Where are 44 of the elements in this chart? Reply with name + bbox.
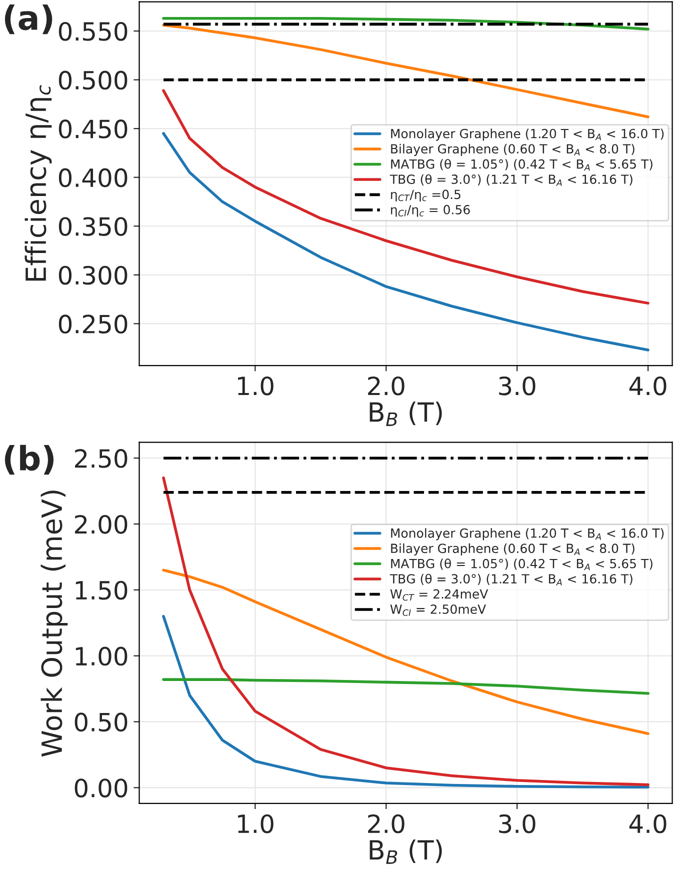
y-axis-title: Work Output (meV) [40, 490, 68, 757]
y-tick-label: 1.00 [76, 646, 128, 666]
x-axis-title: B$_{B}$ (T) [370, 402, 442, 426]
line-series [162, 678, 650, 695]
x-tick-label: 2.0 [368, 376, 404, 396]
x-tick-label: 3.0 [499, 814, 536, 834]
y-tick-label: 0.550 [58, 22, 128, 41]
x-axis-title: B$_{B}$ (T) [370, 839, 442, 864]
y-tick-label: 1.50 [76, 580, 128, 600]
y-tick-label: 0.500 [58, 70, 128, 90]
legend-label: MATBG (θ = 1.05°) (0.42 T < B$_{A}$ < 5.65 T) [391, 158, 652, 171]
text: (b) [4, 444, 54, 475]
legend-label: MATBG (θ = 1.05°) (0.42 T < B$_{A}$ < 5.65 T) [391, 558, 652, 570]
y-tick-label: 0.300 [58, 266, 128, 285]
x-tick-label: 4.0 [629, 376, 666, 396]
legend-label: Monolayer Graphene (1.20 T < B$_{A}$ < 16.0 T) [391, 528, 664, 540]
line-series [162, 24, 650, 118]
x-tick-label: 1.0 [238, 376, 274, 396]
legend-label: TBG (θ = 3.0°) (1.21 T < B$_{A}$ < 16.16 T) [390, 574, 632, 586]
line-series [162, 614, 650, 789]
x-tick-label: 4.0 [629, 814, 666, 834]
legend-label: Bilayer Graphene (0.60 T < B$_{A}$ < 8.0 T) [391, 543, 634, 556]
y-tick-label: 0.00 [74, 778, 128, 798]
y-tick-label: 0.50 [74, 712, 128, 732]
line-series [162, 16, 650, 30]
legend-label: W$_{CT}$ = 2.24meV [390, 589, 488, 601]
legend-label: Monolayer Graphene (1.20 T < B$_{A}$ < 16.0 T) [391, 128, 664, 141]
y-tick-label: 0.450 [58, 120, 128, 138]
y-tick-label: 0.400 [58, 168, 128, 188]
x-tick-label: 3.0 [499, 376, 536, 396]
y-tick-label: 0.250 [58, 314, 128, 334]
x-tick-label: 1.0 [238, 814, 274, 834]
y-axis-title: Efficiency η/η$_{c}$ [24, 85, 52, 281]
legend-label: Bilayer Graphene (0.60 T < B$_{A}$ < 8.0 T) [391, 144, 634, 156]
x-tick-label: 2.0 [368, 814, 404, 834]
y-tick-label: 2.50 [75, 449, 128, 468]
legend-label: η$_{CI}$/η$_{c}$ = 0.56 [391, 204, 470, 217]
y-tick-label: 0.350 [58, 217, 128, 236]
line-series [162, 568, 650, 735]
legend-label: W$_{CI}$ = 2.50meV [390, 604, 486, 616]
text: (a) [4, 4, 52, 34]
legend-label: η$_{CT}$/η$_{c}$ =0.5 [391, 190, 460, 202]
y-tick-label: 2.00 [75, 514, 128, 534]
legend-label: TBG (θ = 3.0°) (1.21 T < B$_{A}$ < 16.16 T) [390, 174, 632, 186]
